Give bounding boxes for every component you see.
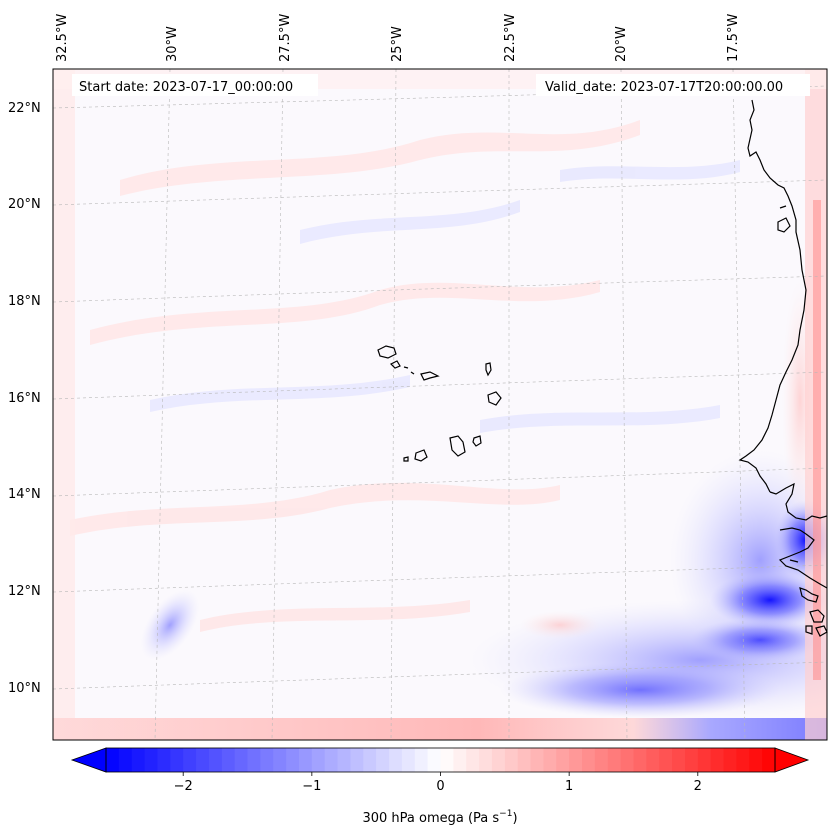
colorbar-tick-label: 0 [436,779,444,794]
lat-label: 14°N [8,487,41,502]
lon-label: 17.5°W [726,14,741,62]
colorbar-segment [620,748,635,772]
colorbar-segment [697,748,712,772]
colorbar-segment [710,748,725,772]
map-frame [52,68,828,741]
colorbar-segment [401,748,416,772]
colorbar-segment [157,748,171,772]
lon-label: 20°W [614,26,629,62]
colorbar-extend-max [774,747,810,773]
colorbar-segment [736,748,750,772]
lon-label: 22.5°W [503,14,518,62]
colorbar-tick-label: −1 [302,779,321,794]
colorbar-segment [286,748,300,772]
colorbar-segment [427,748,442,772]
colorbar-segment [260,748,274,772]
colorbar-segment [594,748,609,772]
lon-label: 27.5°W [278,14,293,62]
colorbar-tick-label: −2 [174,779,193,794]
colorbar-tick-label: 2 [694,779,702,794]
colorbar-ticks: −2 −1 0 1 2 [174,772,702,794]
colorbar-segment [389,748,403,772]
colorbar-segment [324,748,339,772]
colorbar-segment [504,748,519,772]
colorbar-segment [479,748,493,772]
colorbar-segment [337,748,352,772]
colorbar-segment [466,748,480,772]
colorbar-segment [569,748,583,772]
africa-coastline [738,99,828,637]
latitude-labels: 22°N 20°N 18°N 16°N 14°N 12°N 10°N [8,101,41,696]
colorbar-segment [556,748,570,772]
colorbar-segment [491,748,506,772]
colorbar-segment [517,748,532,772]
colorbar-segment [582,748,596,772]
colorbar-segment [414,748,429,772]
colorbar-segment [684,748,699,772]
lat-label: 18°N [8,294,41,309]
colorbar-segment [144,748,159,772]
colorbar-segment [440,748,454,772]
colorbar-segment [298,748,313,772]
colorbar [70,747,810,773]
colorbar-segment [106,748,120,772]
colorbar-segment [363,748,377,772]
lat-label: 16°N [8,391,41,406]
colorbar-segment [762,748,776,772]
colorbar-segment [273,748,287,772]
longitude-labels: 32.5°W 30°W 27.5°W 25°W 22.5°W 20°W 17.5… [55,14,741,62]
lat-label: 12°N [8,584,41,599]
colorbar-segment [221,748,236,772]
omega-field [53,69,827,740]
colorbar-label: 300 hPa omega (Pa s−1) [362,809,517,826]
lon-label: 25°W [390,26,405,62]
colorbar-segment [311,748,326,772]
colorbar-segment [530,748,545,772]
lon-label: 30°W [165,26,180,62]
colorbar-segment [659,748,673,772]
colorbar-segment [183,748,197,772]
colorbar-tick-label: 1 [565,779,573,794]
colorbar-segment [672,748,686,772]
colorbar-segment [453,748,467,772]
gridlines [53,69,827,740]
colorbar-segment [646,748,660,772]
colorbar-segment [633,748,647,772]
start-date-label: Start date: 2023-07-17_00:00:00 [79,80,293,95]
lon-label: 32.5°W [55,14,70,62]
lat-label: 22°N [8,101,41,116]
colorbar-segment [234,748,249,772]
colorbar-segment [376,748,390,772]
cape-verde-islands [377,345,502,462]
colorbar-segment [350,748,364,772]
colorbar-segment [208,748,223,772]
colorbar-segment [543,748,557,772]
colorbar-extend-min [70,747,107,773]
colorbar-segment [749,748,763,772]
colorbar-segment [723,748,738,772]
lat-label: 10°N [8,681,41,696]
colorbar-segment [118,748,133,772]
colorbar-segment [247,748,261,772]
colorbar-segment [170,748,184,772]
colorbar-segment [196,748,210,772]
colorbar-segment [607,748,622,772]
lat-label: 20°N [8,197,41,212]
colorbar-segment [131,748,146,772]
valid-date-label: Valid_date: 2023-07-17T20:00:00.00 [545,80,783,95]
